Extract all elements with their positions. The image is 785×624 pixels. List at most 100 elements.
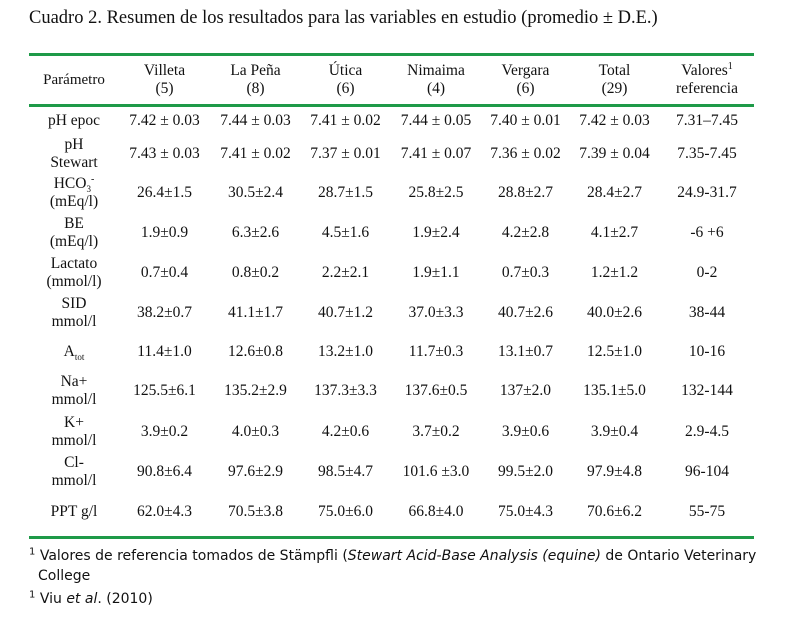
- row-value: 1.9±0.9: [140, 224, 189, 241]
- row-value: 62.0±4.3: [136, 502, 192, 520]
- row-value: 0.8±0.2: [231, 264, 280, 281]
- row-reference: 38-44: [688, 304, 726, 321]
- row-reference: 132-144: [681, 382, 733, 399]
- row-value: 135.2±2.9: [224, 382, 287, 399]
- row-reference: 10-16: [688, 342, 726, 360]
- row-value: 7.37 ± 0.01: [310, 144, 381, 162]
- row-value: 38.2±0.7: [136, 304, 192, 321]
- row-value: 3.9±0.4: [590, 423, 639, 440]
- row-value: 75.0±6.0: [317, 502, 373, 520]
- table-body: pH epoc 7.42 ± 0.03 7.44 ± 0.03 7.41 ± 0.02…: [29, 107, 754, 531]
- table-row: PPT g/l 62.0±4.3 70.5±3.8 75.0±6.0 66.8±4.0 7…: [29, 492, 754, 531]
- row-value: 37.0±3.3: [408, 304, 464, 321]
- row-value: 7.44 ± 0.03: [220, 111, 291, 129]
- row-parameter: SID mmol/l: [51, 295, 97, 330]
- row-value: 28.8±2.7: [497, 184, 553, 201]
- row-value: 4.1±2.7: [590, 224, 639, 241]
- table-row: HCO3- (mEq/l) 26.4±1.5 30.5±2.4 28.7±1.5 25.8…: [29, 173, 754, 213]
- row-value: 13.2±1.0: [317, 342, 373, 360]
- table-row: Lactato (mmol/l) 0.7±0.4 0.8±0.2 2.2±2.1 1.9±…: [29, 253, 754, 293]
- table-row: Cl-mmol/l 90.8±6.4 97.6±2.9 98.5±4.7 101.6 ±…: [29, 452, 754, 492]
- row-value: 66.8±4.0: [408, 502, 464, 520]
- row-value: 4.2±0.6: [321, 423, 370, 440]
- top-rule: [29, 53, 754, 56]
- row-value: 7.43 ± 0.03: [129, 144, 200, 162]
- table-row: SID mmol/l 38.2±0.7 41.1±1.7 40.7±1.2 37.0±3.…: [29, 293, 754, 333]
- row-parameter: K+ mmol/l: [51, 414, 97, 449]
- row-value: 101.6 ±3.0: [402, 463, 470, 480]
- row-value: 7.42 ± 0.03: [129, 111, 200, 129]
- row-value: 40.7±2.6: [497, 304, 553, 321]
- row-value: 99.5±2.0: [497, 463, 553, 480]
- row-value: 12.6±0.8: [227, 342, 283, 360]
- row-value: 7.41 ± 0.02: [310, 111, 381, 129]
- table-caption: Cuadro 2. Resumen de los resultados para…: [29, 8, 658, 28]
- header-nimaima: Nimaima (4): [407, 62, 465, 97]
- table-row: Na+ mmol/l 125.5±6.1 135.2±2.9 137.3±3.3 137.…: [29, 370, 754, 412]
- row-value: 26.4±1.5: [136, 184, 192, 201]
- row-value: 41.1±1.7: [227, 304, 283, 321]
- row-parameter: Cl-mmol/l: [51, 454, 97, 489]
- header-rule: [29, 104, 754, 107]
- header-la-pena: La Peña (8): [230, 62, 281, 97]
- row-value: 40.0±2.6: [586, 304, 642, 321]
- row-parameter: pH Stewart: [50, 135, 98, 171]
- results-table: Parámetro Villeta (5) La Peña (8) Útica (6)…: [29, 56, 754, 531]
- row-value: 6.3±2.6: [231, 224, 280, 241]
- header-vergara: Vergara (6): [501, 62, 550, 97]
- row-value: 75.0±4.3: [497, 502, 553, 520]
- row-value: 97.6±2.9: [227, 463, 283, 480]
- row-reference: 7.31–7.45: [676, 111, 738, 129]
- row-value: 7.42 ± 0.03: [579, 111, 650, 129]
- row-value: 4.2±2.8: [501, 224, 550, 241]
- footnote-2: 1 Viu et al. (2010): [29, 589, 153, 607]
- row-reference: 0-2: [696, 264, 718, 281]
- row-value: 125.5±6.1: [133, 382, 196, 399]
- footnote-1-continued: College: [38, 568, 91, 584]
- row-value: 7.40 ± 0.01: [490, 111, 561, 129]
- row-value: 7.44 ± 0.05: [400, 111, 472, 129]
- row-value: 3.7±0.2: [412, 423, 460, 440]
- row-parameter: Lactato (mmol/l): [46, 255, 102, 290]
- row-parameter: HCO3- (mEq/l): [49, 173, 99, 210]
- table-row: pH Stewart 7.43 ± 0.03 7.41 ± 0.02 7.37 ± 0.…: [29, 134, 754, 173]
- header-total: Total (29): [598, 62, 631, 97]
- row-reference: 7.35-7.45: [677, 144, 737, 162]
- row-parameter: PPT g/l: [50, 502, 98, 520]
- row-value: 137.3±3.3: [314, 382, 377, 399]
- table-row: pH epoc 7.42 ± 0.03 7.44 ± 0.03 7.41 ± 0.02…: [29, 107, 754, 134]
- row-value: 28.4±2.7: [586, 184, 642, 201]
- row-value: 97.9±4.8: [586, 463, 642, 480]
- row-value: 137.6±0.5: [404, 382, 468, 399]
- row-value: 0.7±0.3: [501, 264, 550, 281]
- row-value: 98.5±4.7: [317, 463, 373, 480]
- row-value: 4.5±1.6: [321, 224, 370, 241]
- row-value: 7.36 ± 0.02: [490, 144, 561, 162]
- row-value: 0.7±0.4: [140, 264, 189, 281]
- row-value: 13.1±0.7: [497, 342, 553, 360]
- row-value: 28.7±1.5: [317, 184, 373, 201]
- header-valores-referencia: Valores1 referencia: [676, 60, 738, 97]
- row-reference: 24.9-31.7: [677, 184, 737, 201]
- row-reference: -6 +6: [690, 224, 724, 241]
- row-parameter: Atot: [63, 342, 85, 362]
- row-value: 11.4±1.0: [137, 342, 192, 360]
- row-value: 3.9±0.6: [501, 423, 550, 440]
- row-value: 40.7±1.2: [317, 304, 373, 321]
- table-row: BE (mEq/l) 1.9±0.9 6.3±2.6 4.5±1.6 1.9±2.4 4.2…: [29, 213, 754, 253]
- row-reference: 55-75: [688, 502, 726, 520]
- row-parameter: pH epoc: [47, 111, 101, 129]
- row-value: 7.39 ± 0.04: [579, 144, 650, 162]
- header-villeta: Villeta (5): [143, 62, 186, 97]
- row-value: 30.5±2.4: [227, 184, 283, 201]
- row-value: 90.8±6.4: [136, 463, 192, 480]
- row-value: 135.1±5.0: [583, 382, 646, 399]
- row-reference: 2.9-4.5: [685, 423, 729, 440]
- row-value: 3.9±0.2: [140, 423, 189, 440]
- footnote-1: 1 Valores de referencia tomados de Stämp…: [29, 546, 757, 564]
- row-value: 70.5±3.8: [227, 502, 283, 520]
- table-row: K+ mmol/l 3.9±0.2 4.0±0.3 4.2±0.6 3.7±0.2 3.9±…: [29, 412, 754, 452]
- row-parameter: BE (mEq/l): [49, 215, 99, 250]
- row-value: 4.0±0.3: [231, 423, 280, 440]
